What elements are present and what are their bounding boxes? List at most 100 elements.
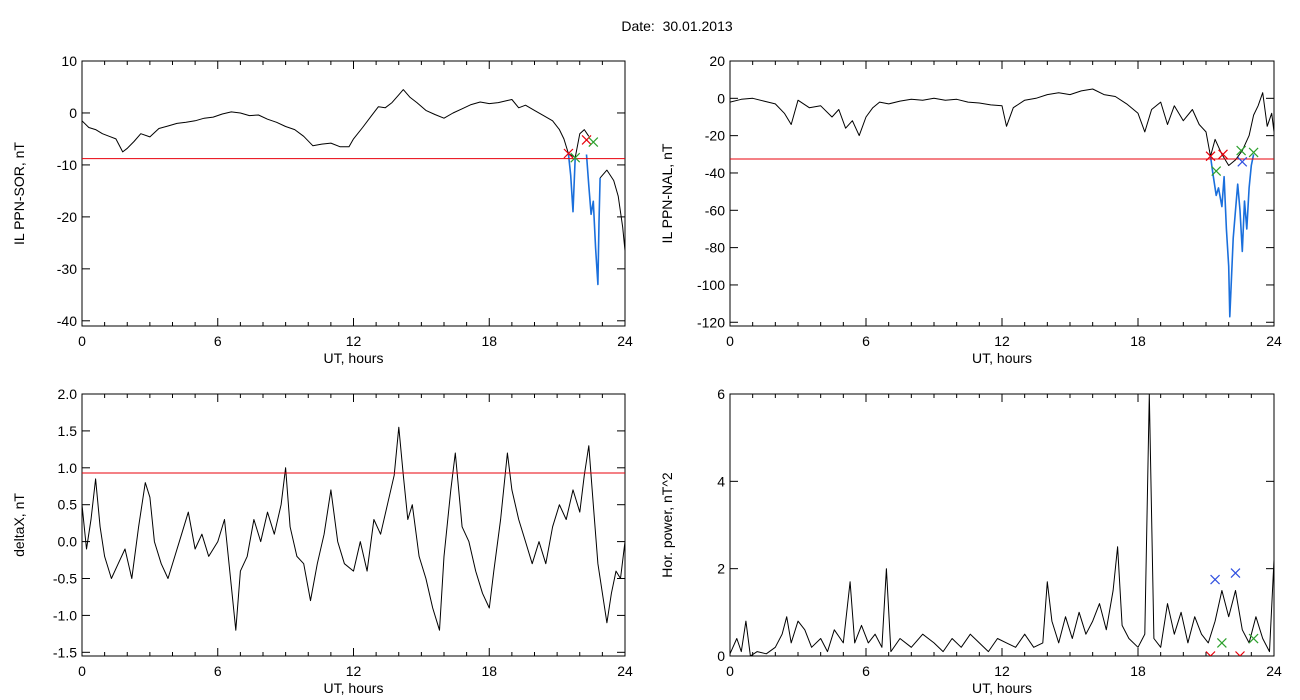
y-tick-label: 0 (717, 648, 725, 664)
x-marker-stroke (1236, 145, 1247, 156)
x-tick-label: 0 (726, 333, 734, 349)
plot-frame (729, 60, 1275, 327)
series-line (82, 426, 625, 631)
x-marker-stroke (1235, 651, 1241, 656)
x-tick-label: 12 (994, 663, 1010, 679)
x-axis-label: UT, hours (324, 680, 384, 696)
highlight-line (585, 154, 601, 286)
y-tick-label: 0.0 (58, 534, 78, 550)
x-axis-label: UT, hours (972, 680, 1032, 696)
x-tick-label: 24 (1266, 663, 1282, 679)
x-tick-label: 24 (617, 663, 633, 679)
y-tick-label: 10 (61, 53, 77, 69)
x-marker-stroke (563, 148, 574, 159)
x-tick-label: 0 (78, 333, 86, 349)
y-tick-label: 0.5 (58, 497, 78, 513)
x-marker-stroke (1218, 149, 1228, 160)
highlight-line (567, 153, 576, 213)
y-axis-label: IL PPN-NAL, nT (659, 143, 675, 243)
x-marker-stroke (1239, 651, 1245, 656)
x-marker (1230, 568, 1241, 578)
panel-hor-power: 0 6 12 18 24 6 4 2 0 UT, hours Hor. power, nT^2 (659, 386, 1282, 696)
x-marker-stroke (1210, 574, 1220, 585)
y-tick-label: -80 (705, 240, 725, 256)
panel-il-ppn-nal: 0 6 12 18 24 20 0 -20 -40 -60 -80 -100 -120 UT, hours… (659, 53, 1282, 366)
y-tick-label: -1.0 (53, 607, 77, 623)
x-marker (1236, 145, 1247, 156)
x-marker (1237, 156, 1248, 167)
y-tick-label: 4 (717, 473, 725, 489)
x-marker (1235, 651, 1245, 656)
y-tick-label: 2.0 (58, 386, 78, 402)
x-tick-label: 6 (862, 663, 870, 679)
y-tick-label: -20 (57, 209, 77, 225)
plot-area (82, 89, 625, 286)
plot-frame (81, 393, 626, 657)
y-tick-label: -20 (705, 128, 725, 144)
x-axis-label: UT, hours (324, 350, 384, 366)
x-tick-label: 12 (994, 333, 1010, 349)
plot-area (82, 426, 625, 631)
panel-deltax: 0 6 12 18 24 2.0 1.5 1.0 0.5 0.0 -0.5 -1.0 -1.5 UT, h… (11, 386, 633, 696)
y-tick-label: 1.5 (58, 423, 78, 439)
x-tick-label: 6 (214, 333, 222, 349)
panel-il-ppn-sor: 0 6 12 18 24 10 0 -10 -20 -30 -40 UT, hours IL PPN-S… (11, 53, 633, 366)
x-tick-label: 24 (617, 333, 633, 349)
series-line (599, 169, 625, 251)
x-tick-label: 12 (346, 333, 362, 349)
x-marker-stroke (1211, 166, 1222, 177)
x-tick-label: 18 (481, 663, 497, 679)
x-marker-stroke (1237, 156, 1248, 167)
x-marker (1211, 166, 1222, 177)
series-line (730, 394, 1274, 656)
y-tick-label: -40 (57, 313, 77, 329)
x-marker (563, 148, 574, 159)
y-tick-label: 0 (717, 90, 725, 106)
x-marker-stroke (1248, 633, 1259, 644)
x-marker-stroke (581, 135, 592, 145)
x-marker (1248, 633, 1259, 644)
highlight-line (1209, 154, 1255, 318)
series-line (730, 88, 1274, 166)
y-tick-label: 0 (69, 105, 77, 121)
x-marker (1205, 151, 1216, 162)
x-marker-stroke (1216, 637, 1227, 648)
y-tick-label: -0.5 (53, 571, 77, 587)
x-marker (1248, 147, 1259, 158)
y-tick-label: -10 (57, 157, 77, 173)
y-axis-label: Hor. power, nT^2 (659, 472, 675, 578)
y-tick-label: -1.5 (53, 644, 77, 660)
x-tick-label: 18 (1130, 333, 1146, 349)
x-tick-label: 0 (78, 663, 86, 679)
y-tick-label: -60 (705, 202, 725, 218)
plot-area (730, 394, 1274, 656)
x-marker (581, 135, 592, 145)
x-tick-label: 24 (1266, 333, 1282, 349)
x-marker-stroke (588, 137, 599, 147)
x-marker (1218, 149, 1228, 160)
y-tick-label: 2 (717, 561, 725, 577)
x-tick-label: 12 (346, 663, 362, 679)
x-tick-label: 18 (481, 333, 497, 349)
plot-frame (729, 393, 1275, 657)
y-tick-label: 20 (709, 53, 725, 69)
series-line (82, 89, 590, 159)
y-tick-label: -100 (697, 277, 725, 293)
y-tick-label: -40 (705, 165, 725, 181)
x-marker (1205, 651, 1216, 656)
plot-area (730, 88, 1274, 318)
x-marker-stroke (570, 152, 581, 163)
x-marker (1216, 637, 1227, 648)
plot-frame (81, 60, 626, 327)
y-tick-label: 1.0 (58, 460, 78, 476)
x-marker (588, 137, 599, 147)
x-marker-stroke (1230, 568, 1241, 578)
y-axis-label: IL PPN-SOR, nT (11, 142, 27, 245)
x-marker (570, 152, 581, 163)
x-tick-label: 6 (862, 333, 870, 349)
y-tick-label: 6 (717, 386, 725, 402)
y-tick-label: -30 (57, 261, 77, 277)
y-axis-label: deltaX, nT (11, 493, 27, 557)
x-axis-label: UT, hours (972, 350, 1032, 366)
